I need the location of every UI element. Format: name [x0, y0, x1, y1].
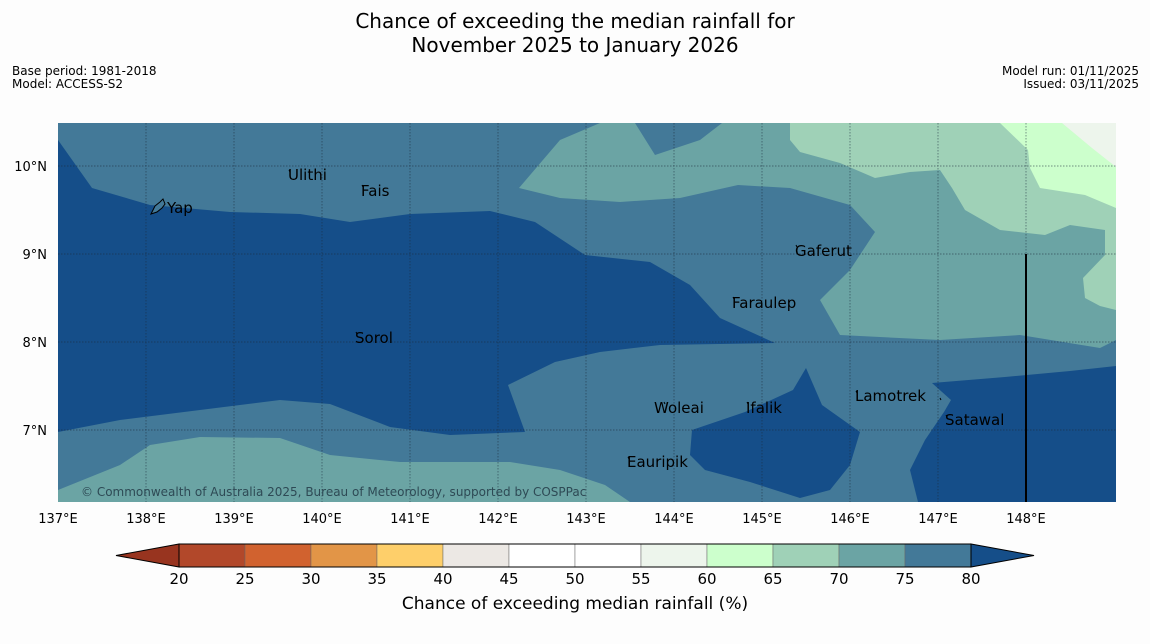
- field-above-80-east: [910, 366, 1116, 502]
- colorbar-tick-25: 25: [235, 570, 254, 588]
- colorbar-tick-60: 60: [697, 570, 716, 588]
- colorbar-tick-20: 20: [169, 570, 188, 588]
- place-marker-5: [663, 401, 666, 405]
- lon-label-0: 137°E: [38, 512, 78, 527]
- field-55-60: [1062, 123, 1116, 167]
- colorbar-tick-75: 75: [895, 570, 914, 588]
- contour-fields: [58, 123, 1116, 502]
- colorbar-tick-30: 30: [301, 570, 320, 588]
- place-label-lamotrek: Lamotrek: [855, 387, 926, 405]
- graticule: [58, 123, 1116, 502]
- place-label-satawal: Satawal: [945, 411, 1004, 429]
- place-label-fais: Fais: [361, 182, 390, 200]
- lon-label-5: 142°E: [478, 512, 518, 527]
- colorbar-tick-35: 35: [367, 570, 386, 588]
- model-run-text: Model run: 01/11/2025: [1001, 64, 1139, 78]
- colorbar-tick-70: 70: [829, 570, 848, 588]
- field-70-75-south: [58, 437, 630, 502]
- colorbar-segment-3: [376, 543, 444, 568]
- colorbar-tick-40: 40: [433, 570, 452, 588]
- map-title: Chance of exceeding the median rainfall …: [0, 9, 1150, 57]
- longitude-labels: 137°E 138°E 139°E 140°E 141°E 142°E 143°E 144°E…: [38, 512, 1046, 527]
- place-marker-7: [855, 390, 858, 394]
- colorbar-over-arrow: [970, 543, 1035, 568]
- lon-label-10: 147°E: [918, 512, 958, 527]
- colorbar-tick-80: 80: [961, 570, 980, 588]
- colorbar-segment-1: [244, 543, 312, 568]
- latitude-labels: 10°N 9°N 8°N 7°N: [14, 160, 47, 439]
- colorbar-tick-65: 65: [763, 570, 782, 588]
- lat-label-1: 9°N: [23, 248, 48, 263]
- lat-label-0: 10°N: [14, 160, 47, 175]
- colorbar-segment-7: [640, 543, 708, 568]
- place-label-faraulep: Faraulep: [732, 294, 796, 312]
- lon-label-2: 139°E: [214, 512, 254, 527]
- meta-right: Model run: 01/11/2025 Issued: 03/11/2025: [1002, 65, 1139, 91]
- colorbar-segment-4: [442, 543, 510, 568]
- field-60-65: [1000, 123, 1116, 208]
- colorbar-segment-2: [310, 543, 378, 568]
- place-label-eauripik: Eauripik: [627, 453, 688, 471]
- place-marker-3: [732, 296, 735, 300]
- model-text: Model: ACCESS-S2: [12, 77, 124, 91]
- lon-label-4: 141°E: [390, 512, 430, 527]
- lon-label-3: 140°E: [302, 512, 342, 527]
- colorbar-segment-5: [508, 543, 576, 568]
- place-marker-10: [939, 397, 942, 401]
- lon-label-11: 148°E: [1006, 512, 1046, 527]
- place-label-ifalik: Ifalik: [746, 399, 782, 417]
- meta-left: Base period: 1981-2018 Model: ACCESS-S2: [12, 65, 157, 91]
- place-marker-8: [945, 414, 948, 418]
- title-line-2: November 2025 to January 2026: [411, 33, 739, 57]
- field-above-80-main: [58, 140, 775, 435]
- lat-label-2: 8°N: [23, 336, 48, 351]
- colorbar-frame: [178, 543, 972, 568]
- lat-label-3: 7°N: [23, 424, 48, 439]
- place-marker-6: [746, 401, 749, 405]
- place-label-ulithi: Ulithi: [288, 166, 327, 184]
- colorbar-tick-labels: 20 25 30 35 40 45 50 55 60 65 70 75 80: [169, 570, 980, 588]
- colorbar-tick-45: 45: [499, 570, 518, 588]
- lon-label-9: 146°E: [830, 512, 870, 527]
- place-marker-4: [355, 331, 358, 335]
- place-marker-1: [361, 184, 364, 188]
- colorbar-title: Chance of exceeding median rainfall (%): [401, 594, 749, 614]
- colorbar-segment-9: [772, 543, 840, 568]
- colorbar-segment-11: [904, 543, 972, 568]
- issued-text: Issued: 03/11/2025: [1023, 77, 1139, 91]
- colorbar-segment-0: [178, 543, 246, 568]
- copyright-notice: © Commonwealth of Australia 2025, Bureau…: [81, 485, 586, 499]
- colorbar: [115, 543, 1035, 568]
- lon-label-7: 144°E: [654, 512, 694, 527]
- colorbar-under-arrow: [115, 543, 180, 568]
- lon-label-8: 145°E: [742, 512, 782, 527]
- title-line-1: Chance of exceeding the median rainfall …: [355, 9, 795, 33]
- lon-label-1: 138°E: [126, 512, 166, 527]
- colorbar-segment-6: [574, 543, 642, 568]
- lon-label-6: 143°E: [566, 512, 606, 527]
- colorbar-segment-10: [838, 543, 906, 568]
- place-marker-0: [288, 169, 291, 173]
- place-label-sorol: Sorol: [355, 329, 393, 347]
- colorbar-tick-55: 55: [631, 570, 650, 588]
- place-label-woleai: Woleai: [654, 399, 704, 417]
- place-labels: Yap Ulithi Fais Gaferut Faraulep Sorol Woleai I…: [166, 166, 1004, 471]
- colorbar-segment-8: [706, 543, 774, 568]
- field-above-80-ifalik: [690, 368, 860, 498]
- place-label-gaferut: Gaferut: [795, 242, 852, 260]
- place-label-yap: Yap: [166, 199, 193, 217]
- colorbar-tick-50: 50: [565, 570, 584, 588]
- place-marker-2: [795, 244, 798, 248]
- base-period-text: Base period: 1981-2018: [12, 64, 157, 78]
- place-marker-9: [627, 456, 630, 460]
- yap-island-shape: [150, 198, 166, 215]
